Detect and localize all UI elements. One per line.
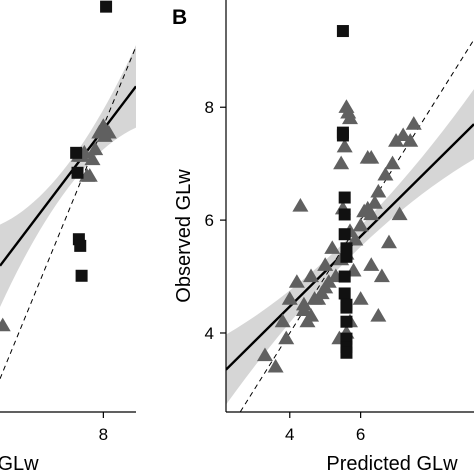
x-tick-label: 6	[356, 425, 365, 444]
triangle-point	[370, 308, 387, 322]
triangle-point	[366, 195, 383, 209]
x-axis-ticks: 8	[99, 412, 108, 444]
triangle-point	[352, 217, 369, 232]
identity-line	[0, 46, 136, 379]
square-point	[74, 239, 87, 252]
triangle-point	[384, 155, 401, 170]
x-axis-label: GLw	[0, 453, 39, 474]
triangle-point	[317, 257, 334, 271]
regression-line	[0, 85, 136, 267]
triangle-point	[84, 151, 101, 166]
square-point	[338, 270, 351, 283]
x-axis-label: Predicted GLw	[326, 453, 458, 474]
triangle-point	[370, 183, 387, 198]
triangle-point	[0, 317, 11, 332]
triangle-point	[324, 240, 341, 254]
square-point	[338, 208, 351, 221]
y-tick-label: 8	[205, 98, 214, 117]
x-tick-label: 8	[99, 425, 108, 444]
triangle-point	[303, 268, 320, 283]
triangle-point	[377, 166, 394, 181]
y-axis-ticks: 4 6 8	[205, 98, 226, 343]
triangle-point	[342, 110, 358, 125]
square-point	[340, 315, 353, 328]
triangle-point	[310, 291, 327, 305]
data-points	[0, 0, 117, 332]
triangle-point	[391, 206, 408, 221]
square-point	[338, 287, 351, 300]
square-point	[70, 146, 83, 159]
y-tick-label: 4	[205, 324, 214, 343]
x-tick-label: 4	[285, 425, 294, 444]
triangle-point	[303, 308, 320, 322]
square-point	[340, 346, 353, 359]
square-point	[75, 269, 88, 282]
triangle-point	[363, 150, 380, 164]
y-axis-label: Observed GLw	[173, 169, 195, 303]
triangle-point	[288, 274, 305, 288]
triangle-point	[292, 198, 309, 212]
square-point	[100, 0, 113, 13]
square-point	[340, 250, 353, 263]
triangle-point	[87, 141, 104, 156]
triangle-point	[405, 116, 422, 130]
square-point	[336, 25, 349, 38]
panel-a: 8 GLw	[0, 0, 136, 474]
triangle-point	[274, 313, 291, 328]
square-point	[338, 191, 351, 204]
triangle-point	[295, 296, 312, 311]
triangle-point	[256, 347, 273, 362]
triangle-point	[395, 127, 412, 142]
triangle-point	[81, 168, 98, 182]
triangle-point	[338, 99, 355, 113]
triangle-point	[352, 291, 369, 305]
triangle-point	[380, 234, 397, 249]
triangle-point	[363, 206, 380, 221]
square-point	[338, 228, 351, 241]
triangle-point	[373, 268, 390, 283]
triangle-point	[402, 133, 419, 147]
triangle-point	[363, 257, 380, 271]
triangle-point	[278, 330, 295, 345]
triangle-point	[281, 291, 298, 305]
panel-label: B	[172, 6, 187, 29]
triangle-point	[336, 138, 353, 153]
y-tick-label: 6	[205, 211, 214, 230]
square-point	[336, 129, 349, 142]
square-point	[340, 301, 353, 314]
data-points	[256, 25, 422, 373]
triangle-point	[267, 358, 284, 373]
fit-lines	[0, 46, 136, 379]
square-point	[71, 166, 84, 179]
triangle-point	[100, 124, 117, 139]
identity-line	[239, 39, 474, 412]
triangle-point	[333, 155, 350, 170]
triangle-point	[347, 231, 364, 246]
